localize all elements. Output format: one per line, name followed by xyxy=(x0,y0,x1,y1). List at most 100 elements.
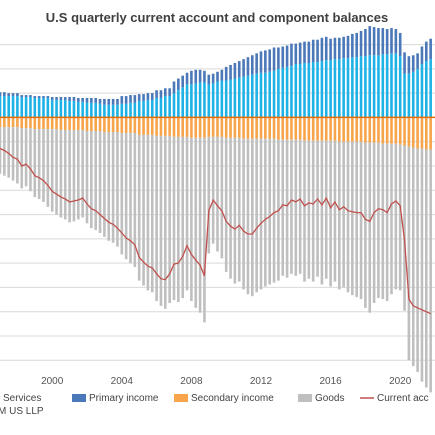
goods-bar xyxy=(190,137,193,302)
goods-bar xyxy=(103,132,106,237)
primary-income-bar xyxy=(272,47,276,71)
goods-bar xyxy=(294,139,298,276)
goods-bar xyxy=(146,134,150,291)
services-bar xyxy=(377,55,380,118)
secondary-income-bar xyxy=(116,117,119,132)
goods-bar xyxy=(311,140,315,282)
secondary-income-bar xyxy=(185,117,189,137)
services-bar xyxy=(220,80,224,118)
secondary-income-bar xyxy=(211,117,215,137)
services-bar xyxy=(364,56,367,118)
goods-bar xyxy=(229,137,232,279)
secondary-income-bar xyxy=(307,117,311,141)
services-bar xyxy=(342,58,345,118)
secondary-income-bar xyxy=(420,117,424,149)
goods-bar xyxy=(85,131,89,224)
x-tick-label: 2004 xyxy=(111,376,134,387)
secondary-income-bar xyxy=(411,117,415,148)
goods-bar xyxy=(159,135,163,306)
goods-bar xyxy=(20,128,24,189)
secondary-income-bar xyxy=(259,117,263,139)
primary-income-bar xyxy=(107,98,111,105)
secondary-income-bar xyxy=(72,117,76,131)
primary-income-bar xyxy=(85,98,89,103)
primary-income-bar xyxy=(324,36,328,61)
primary-income-bar xyxy=(55,97,58,100)
goods-bar xyxy=(24,128,28,187)
secondary-income-bar xyxy=(7,117,10,128)
services-bar xyxy=(50,99,54,118)
services-bar xyxy=(251,74,254,118)
primary-income-bar xyxy=(172,81,176,94)
goods-bar xyxy=(46,129,50,207)
legend-label: Secondary income xyxy=(191,393,274,404)
secondary-income-bar xyxy=(59,117,63,131)
primary-income-bar xyxy=(59,97,63,100)
secondary-income-bar xyxy=(324,117,328,141)
services-bar xyxy=(150,99,154,118)
secondary-income-bar xyxy=(381,117,385,144)
primary-income-bar xyxy=(81,98,84,102)
goods-bar xyxy=(403,145,406,311)
primary-income-bar xyxy=(355,32,358,58)
primary-income-bar xyxy=(68,97,71,101)
secondary-income-bar xyxy=(198,117,202,138)
goods-bar xyxy=(359,141,363,300)
primary-income-bar xyxy=(150,93,154,100)
secondary-income-bar xyxy=(398,117,402,145)
primary-income-bar xyxy=(390,28,393,54)
primary-income-bar xyxy=(37,96,41,98)
goods-bar xyxy=(198,137,202,313)
services-bar xyxy=(98,103,102,118)
primary-income-bar xyxy=(237,61,241,78)
secondary-income-bar xyxy=(216,117,219,137)
services-bar xyxy=(216,81,219,118)
services-bar xyxy=(11,96,15,118)
services-bar xyxy=(159,98,163,118)
secondary-income-bar xyxy=(416,117,419,149)
services-bar xyxy=(242,76,245,118)
services-bar xyxy=(164,96,167,118)
services-bar xyxy=(59,99,63,118)
services-bar xyxy=(37,98,41,118)
services-bar xyxy=(355,57,358,118)
secondary-income-bar xyxy=(285,117,289,140)
primary-income-bar xyxy=(338,37,341,60)
goods-bar xyxy=(98,131,102,234)
secondary-income-bar xyxy=(98,117,102,132)
services-bar xyxy=(85,102,89,118)
services-bar xyxy=(368,55,372,118)
legend-label: Primary income xyxy=(89,393,159,404)
primary-income-bar xyxy=(142,94,145,101)
goods-bar xyxy=(251,138,254,297)
services-bar xyxy=(394,53,398,118)
goods-bar xyxy=(224,137,228,272)
services-bar xyxy=(307,63,311,118)
goods-bar xyxy=(155,135,158,302)
goods-bar xyxy=(298,139,302,274)
services-bar xyxy=(255,73,258,118)
secondary-income-bar xyxy=(20,117,24,129)
secondary-income-bar xyxy=(268,117,271,139)
secondary-income-bar xyxy=(237,117,241,138)
services-bar xyxy=(233,78,237,118)
secondary-income-bar xyxy=(55,117,58,130)
primary-income-bar xyxy=(29,95,32,98)
secondary-income-bar xyxy=(124,117,128,133)
primary-income-bar xyxy=(385,29,389,55)
services-bar xyxy=(338,59,341,118)
services-bar xyxy=(385,54,389,118)
secondary-income-bar xyxy=(355,117,358,142)
x-tick-label: 2012 xyxy=(250,376,273,387)
chart-title: U.S quarterly current account and compon… xyxy=(46,10,388,25)
primary-income-bar xyxy=(416,53,419,69)
primary-income-bar xyxy=(203,70,206,83)
goods-bar xyxy=(324,140,328,279)
secondary-income-bar xyxy=(394,117,398,144)
secondary-income-bar xyxy=(377,117,380,143)
services-bar xyxy=(55,99,58,118)
services-bar xyxy=(351,57,354,118)
primary-income-bar xyxy=(251,55,254,75)
services-bar xyxy=(190,84,193,118)
